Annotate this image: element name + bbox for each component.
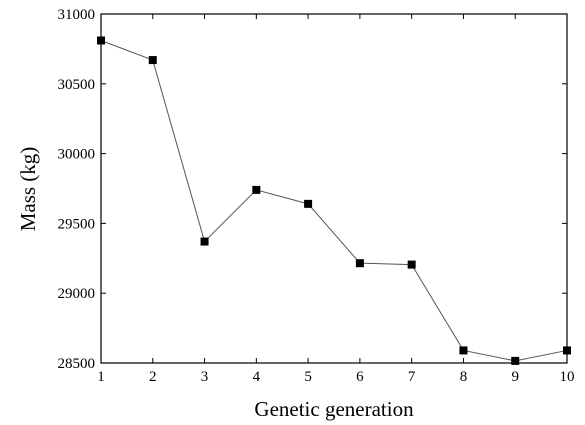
data-point-marker xyxy=(355,259,364,268)
x-axis-ticks: 1 2 3 4 5 6 7 8 9 10 xyxy=(97,14,575,385)
series-layer xyxy=(97,36,571,365)
x-tick-label: 1 xyxy=(97,369,105,385)
y-tick-label: 30000 xyxy=(58,147,96,163)
y-axis-ticks: 28500 29000 29500 30000 30500 31000 xyxy=(58,7,567,372)
data-point-marker xyxy=(407,260,416,269)
y-tick-label: 29500 xyxy=(58,216,96,232)
x-tick-label: 9 xyxy=(511,369,519,385)
x-axis-label: Genetic generation xyxy=(254,397,414,421)
series-line xyxy=(100,40,568,362)
x-tick-label: 7 xyxy=(408,369,416,385)
x-tick-label: 5 xyxy=(304,369,312,385)
plot-area xyxy=(100,13,568,364)
data-point-marker xyxy=(97,36,105,45)
data-point-marker xyxy=(563,346,571,355)
x-tick-label: 4 xyxy=(253,369,261,385)
data-point-marker xyxy=(459,346,468,355)
data-point-marker xyxy=(148,56,157,65)
x-tick-label: 2 xyxy=(149,369,157,385)
y-tick-label: 29000 xyxy=(58,286,96,302)
data-point-marker xyxy=(252,185,261,194)
data-point-marker xyxy=(200,237,209,246)
x-tick-label: 8 xyxy=(460,369,468,385)
x-tick-label: 6 xyxy=(356,369,364,385)
y-tick-label: 30500 xyxy=(58,77,96,93)
plot-frame xyxy=(100,13,568,364)
x-tick-label: 3 xyxy=(201,369,209,385)
data-point-marker xyxy=(511,356,520,365)
y-axis-label: Mass (kg) xyxy=(16,147,40,232)
data-point-marker xyxy=(304,199,313,208)
x-tick-label: 10 xyxy=(560,369,575,385)
y-tick-label: 31000 xyxy=(58,7,96,23)
y-tick-label: 28500 xyxy=(58,356,96,372)
